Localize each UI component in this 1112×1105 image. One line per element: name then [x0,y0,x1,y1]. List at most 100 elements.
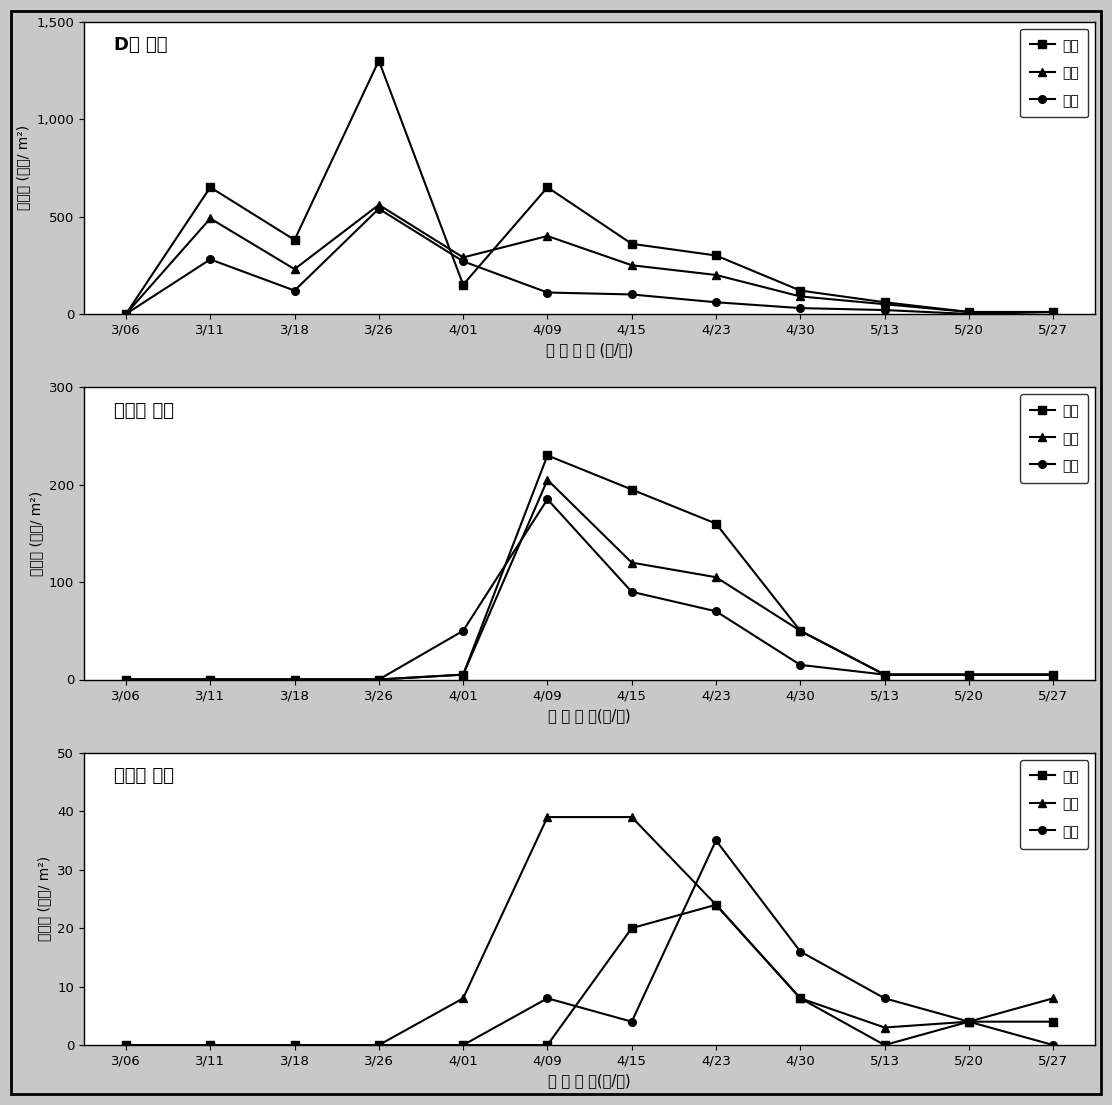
중층 [119,307,132,320]
표층 [1046,305,1060,318]
표층 [625,922,638,935]
표층 [456,669,469,682]
표층 [1046,1015,1060,1029]
중층 [709,898,723,912]
중층 [878,1021,892,1034]
저층 [119,673,132,686]
중층 [456,669,469,682]
표층 [540,449,554,462]
저층 [288,284,301,297]
저층 [203,1039,217,1052]
Line: 저층: 저층 [122,836,1058,1049]
Line: 표층: 표층 [122,901,1058,1049]
저층 [456,255,469,269]
표층 [540,180,554,193]
중층 [203,673,217,686]
표층 [119,1039,132,1052]
중층 [794,991,807,1004]
저층 [878,669,892,682]
Line: 표층: 표층 [122,56,1058,318]
저층 [625,586,638,599]
중층 [962,305,975,318]
저층 [709,834,723,848]
표층 [878,669,892,682]
Line: 표층: 표층 [122,452,1058,683]
Y-axis label: 출현량 (개체/ m²): 출현량 (개체/ m²) [29,491,43,576]
표층 [794,284,807,297]
Line: 중층: 중층 [122,813,1058,1050]
저층 [288,1039,301,1052]
표층 [709,517,723,530]
Text: 각정기 유생: 각정기 유생 [115,402,175,420]
중층 [119,1039,132,1052]
표층 [288,673,301,686]
표층 [373,54,386,67]
저층 [119,307,132,320]
중층 [625,259,638,272]
중층 [709,269,723,282]
표층 [878,296,892,309]
중층 [203,212,217,225]
표층 [540,1039,554,1052]
저층 [625,1015,638,1029]
저층 [456,1039,469,1052]
저층 [373,1039,386,1052]
저층 [1046,305,1060,318]
저층 [709,604,723,618]
저층 [794,945,807,958]
저층 [709,296,723,309]
표층 [625,483,638,496]
Line: 중층: 중층 [122,475,1058,684]
표층 [878,1039,892,1052]
저층 [1046,669,1060,682]
표층 [203,1039,217,1052]
표층 [119,673,132,686]
중층 [456,991,469,1004]
중층 [203,1039,217,1052]
중층 [288,673,301,686]
Line: 중층: 중층 [122,201,1058,318]
Legend: 표층, 중층, 저층: 표층, 중층, 저층 [1020,29,1089,117]
Line: 저층: 저층 [122,495,1058,683]
Y-axis label: 출현량 (개체/ m²): 출현량 (개체/ m²) [17,125,31,210]
중층 [878,669,892,682]
중층 [794,624,807,638]
저층 [540,493,554,506]
저층 [373,202,386,215]
중층 [794,290,807,303]
표층 [288,233,301,246]
중층 [540,473,554,486]
저층 [962,307,975,320]
저층 [203,673,217,686]
표층 [709,249,723,262]
표층 [962,669,975,682]
중층 [456,251,469,264]
저층 [878,304,892,317]
표층 [119,307,132,320]
Text: 부착기 유생: 부착기 유생 [115,767,175,786]
중층 [373,673,386,686]
저층 [373,673,386,686]
중층 [709,570,723,583]
표층 [456,1039,469,1052]
표층 [794,624,807,638]
중층 [625,556,638,569]
중층 [1046,305,1060,318]
중층 [962,669,975,682]
중층 [288,263,301,276]
표층 [288,1039,301,1052]
저층 [540,286,554,299]
표층 [625,238,638,251]
저층 [288,673,301,686]
중층 [962,1015,975,1029]
저층 [1046,1039,1060,1052]
저층 [878,991,892,1004]
X-axis label: 조 사 시 기 (월/일): 조 사 시 기 (월/일) [546,343,633,357]
저층 [625,287,638,301]
중층 [288,1039,301,1052]
저층 [456,624,469,638]
표층 [373,1039,386,1052]
중층 [373,1039,386,1052]
X-axis label: 조 사 시 기(월/일): 조 사 시 기(월/일) [548,708,631,723]
저층 [119,1039,132,1052]
